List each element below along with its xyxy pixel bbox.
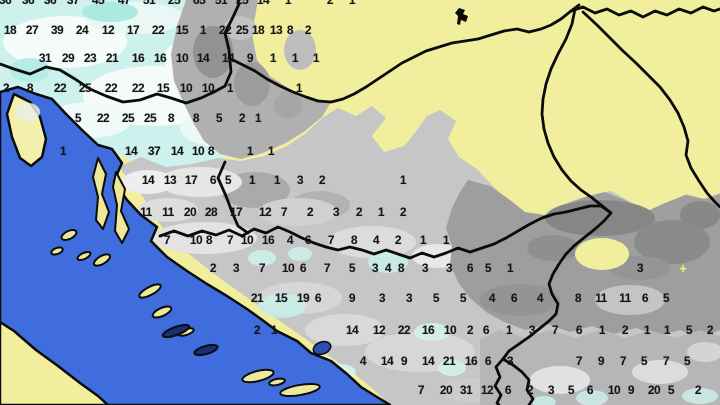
border-istria-inner bbox=[216, 160, 250, 235]
istria-peninsula bbox=[5, 92, 48, 168]
border-bosnia-north bbox=[158, 204, 613, 260]
gray-wedge-region bbox=[171, 0, 331, 159]
border-hungary-serbia bbox=[540, 7, 613, 215]
gray-bottom-right-region bbox=[480, 330, 720, 405]
border-croatia-hungary bbox=[227, 3, 581, 104]
islands-group bbox=[50, 157, 321, 398]
border-montenegro bbox=[501, 357, 535, 405]
border-hungary-ne bbox=[569, 5, 720, 19]
lake bbox=[312, 340, 332, 356]
border-drina bbox=[493, 211, 613, 405]
border-slovenia-north bbox=[0, 0, 241, 105]
gray-dark-region bbox=[446, 180, 720, 338]
italy-coast bbox=[0, 320, 110, 405]
border-romania bbox=[581, 10, 720, 209]
yellow-gap bbox=[575, 238, 629, 270]
station-marker-icon bbox=[455, 8, 468, 25]
